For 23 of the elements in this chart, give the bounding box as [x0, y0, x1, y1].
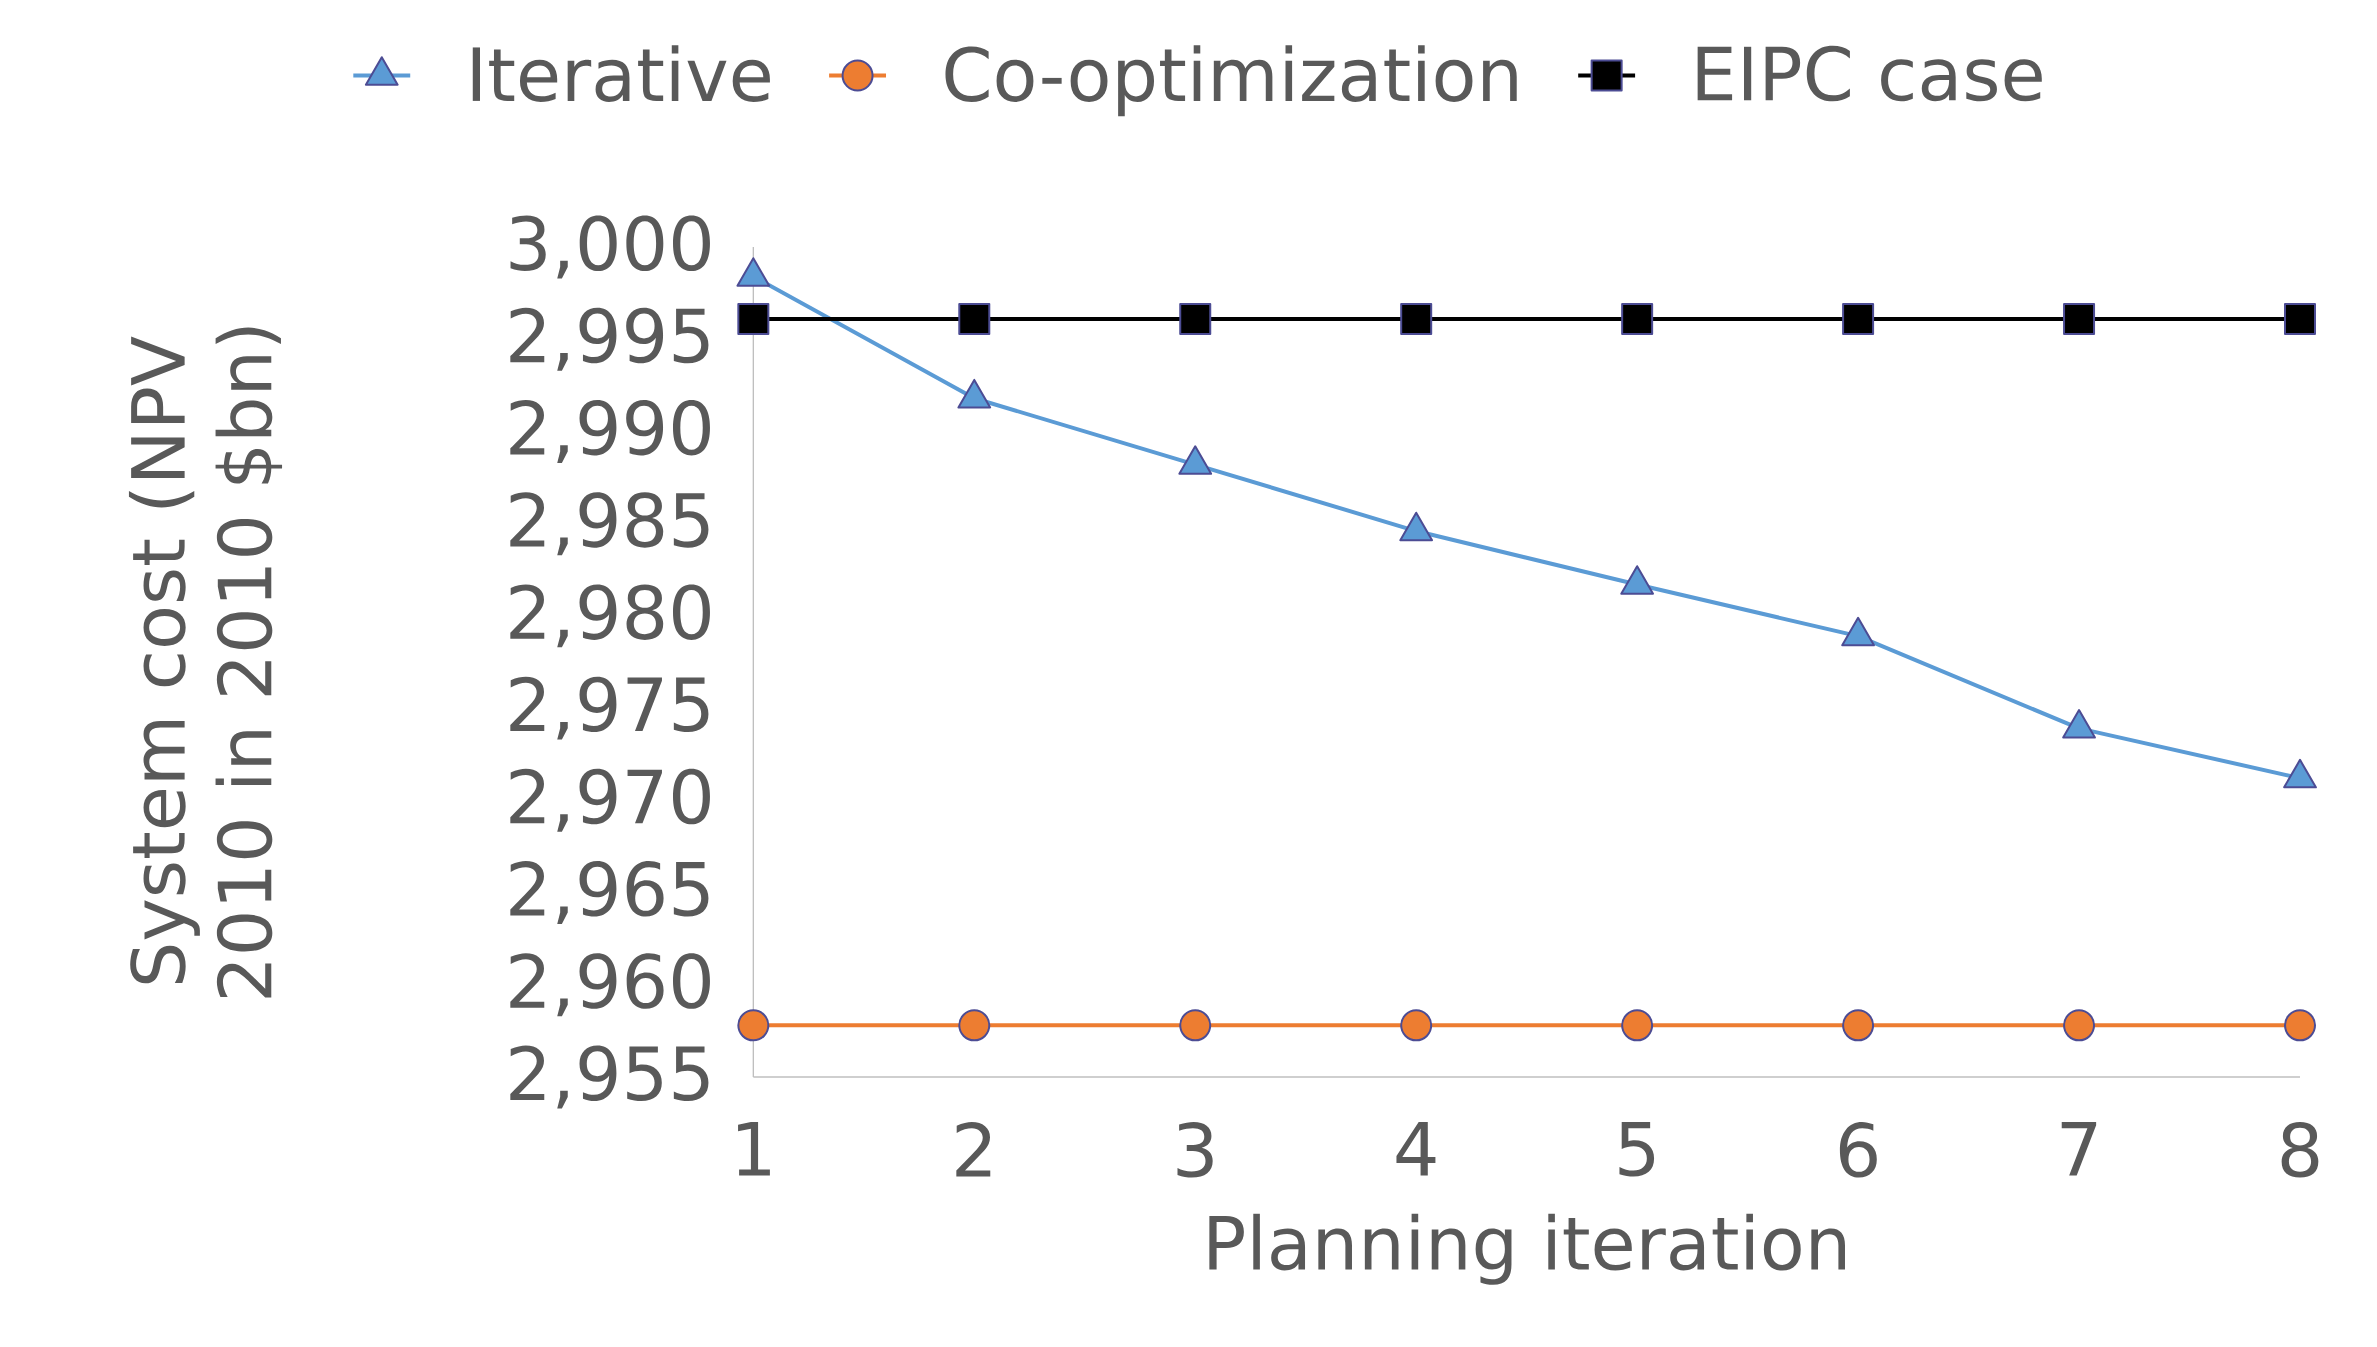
- x-tick-label: 4: [1396, 1122, 1436, 1176]
- y-tick-label: 2,985: [510, 492, 709, 556]
- x-tick-label: 3: [1177, 1122, 1213, 1178]
- x-axis-title: Planning iteration: [1209, 1213, 1845, 1285]
- x-tick-label: 1: [738, 1122, 770, 1176]
- y-tick-label: 2,975: [510, 676, 709, 740]
- y-tick-label: 2,980: [510, 584, 710, 648]
- x-tick-label: 2: [956, 1122, 991, 1177]
- y-axis-title: System cost (NPV 2010 in 2010 $bn): [128, 327, 283, 998]
- y-tick-label: 2,970: [510, 768, 710, 832]
- y-tick-label: 2,965: [510, 861, 709, 925]
- legend-label: Co-optimization: [945, 45, 1517, 117]
- x-tick-label: 6: [1839, 1122, 1877, 1178]
- y-tick-label: 2,990: [510, 399, 710, 463]
- legend-label: Iterative: [472, 45, 770, 102]
- legend-label: EIPC case: [1697, 45, 2042, 102]
- x-tick-label: 7: [2061, 1122, 2097, 1176]
- x-tick-label: 8: [2281, 1122, 2319, 1178]
- y-tick-label: 2,995: [510, 307, 709, 371]
- x-tick-label: 5: [1619, 1122, 1655, 1177]
- y-tick-label: 3,000: [510, 215, 710, 279]
- y-tick-label: 2,955: [510, 1045, 709, 1109]
- y-tick-label: 2,960: [510, 953, 710, 1017]
